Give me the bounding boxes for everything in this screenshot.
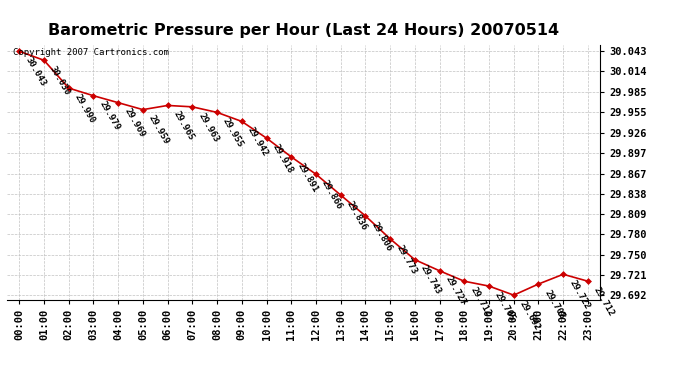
Text: 29.708: 29.708 — [542, 288, 566, 321]
Text: Copyright 2007 Cartronics.com: Copyright 2007 Cartronics.com — [13, 48, 169, 57]
Text: 29.692: 29.692 — [518, 299, 542, 332]
Text: 30.043: 30.043 — [23, 56, 48, 88]
Text: 29.918: 29.918 — [270, 142, 295, 175]
Text: 29.836: 29.836 — [345, 199, 368, 232]
Text: 29.965: 29.965 — [172, 110, 196, 142]
Text: 29.866: 29.866 — [320, 178, 344, 211]
Text: 29.963: 29.963 — [197, 111, 220, 143]
Text: 29.773: 29.773 — [394, 243, 418, 276]
Text: 29.891: 29.891 — [295, 161, 319, 194]
Text: 29.955: 29.955 — [221, 117, 245, 149]
Text: 29.979: 29.979 — [97, 100, 121, 132]
Text: 29.990: 29.990 — [73, 92, 97, 124]
Text: 29.722: 29.722 — [567, 279, 591, 311]
Text: 29.712: 29.712 — [469, 285, 493, 318]
Text: 29.705: 29.705 — [493, 290, 517, 323]
Text: 29.959: 29.959 — [147, 114, 171, 146]
Text: 29.969: 29.969 — [122, 107, 146, 139]
Text: 30.030: 30.030 — [48, 64, 72, 97]
Text: 29.727: 29.727 — [444, 275, 468, 308]
Text: 29.712: 29.712 — [592, 285, 616, 318]
Text: 29.942: 29.942 — [246, 126, 270, 158]
Text: 29.743: 29.743 — [419, 264, 443, 296]
Text: Barometric Pressure per Hour (Last 24 Hours) 20070514: Barometric Pressure per Hour (Last 24 Ho… — [48, 22, 559, 38]
Text: 29.806: 29.806 — [370, 220, 393, 252]
